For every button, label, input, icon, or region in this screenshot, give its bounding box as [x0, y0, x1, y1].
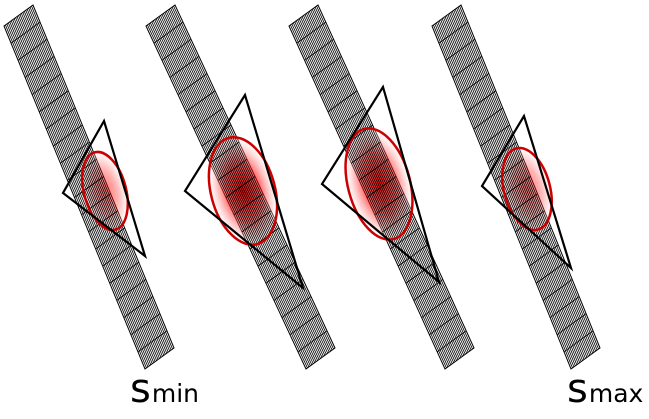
triangle-outline — [61, 118, 148, 259]
slice-3 — [288, 4, 475, 370]
s-min-label-subscript: min — [151, 379, 199, 408]
s-min-label-main: s — [130, 366, 151, 412]
slice-2 — [145, 4, 336, 370]
triangle-outline — [320, 84, 442, 286]
ellipse-outline — [501, 146, 553, 232]
grid-lines — [5, 5, 173, 369]
grid-lines — [147, 5, 334, 369]
slice-1 — [3, 4, 175, 370]
s-max-label: smax — [567, 369, 643, 409]
triangle-outline — [183, 92, 306, 292]
slice-4 — [431, 4, 601, 370]
s-max-label-main: s — [567, 366, 588, 412]
slices-layer — [3, 4, 601, 370]
s-max-label-subscript: max — [588, 379, 644, 408]
grid-lines — [433, 5, 599, 369]
ellipse-outline — [80, 150, 130, 232]
ellipse-outline — [207, 135, 279, 247]
gaussian-blob — [345, 128, 413, 240]
s-min-label: smin — [130, 369, 199, 409]
grid-lines — [290, 5, 473, 369]
triangle-outline — [480, 113, 574, 272]
